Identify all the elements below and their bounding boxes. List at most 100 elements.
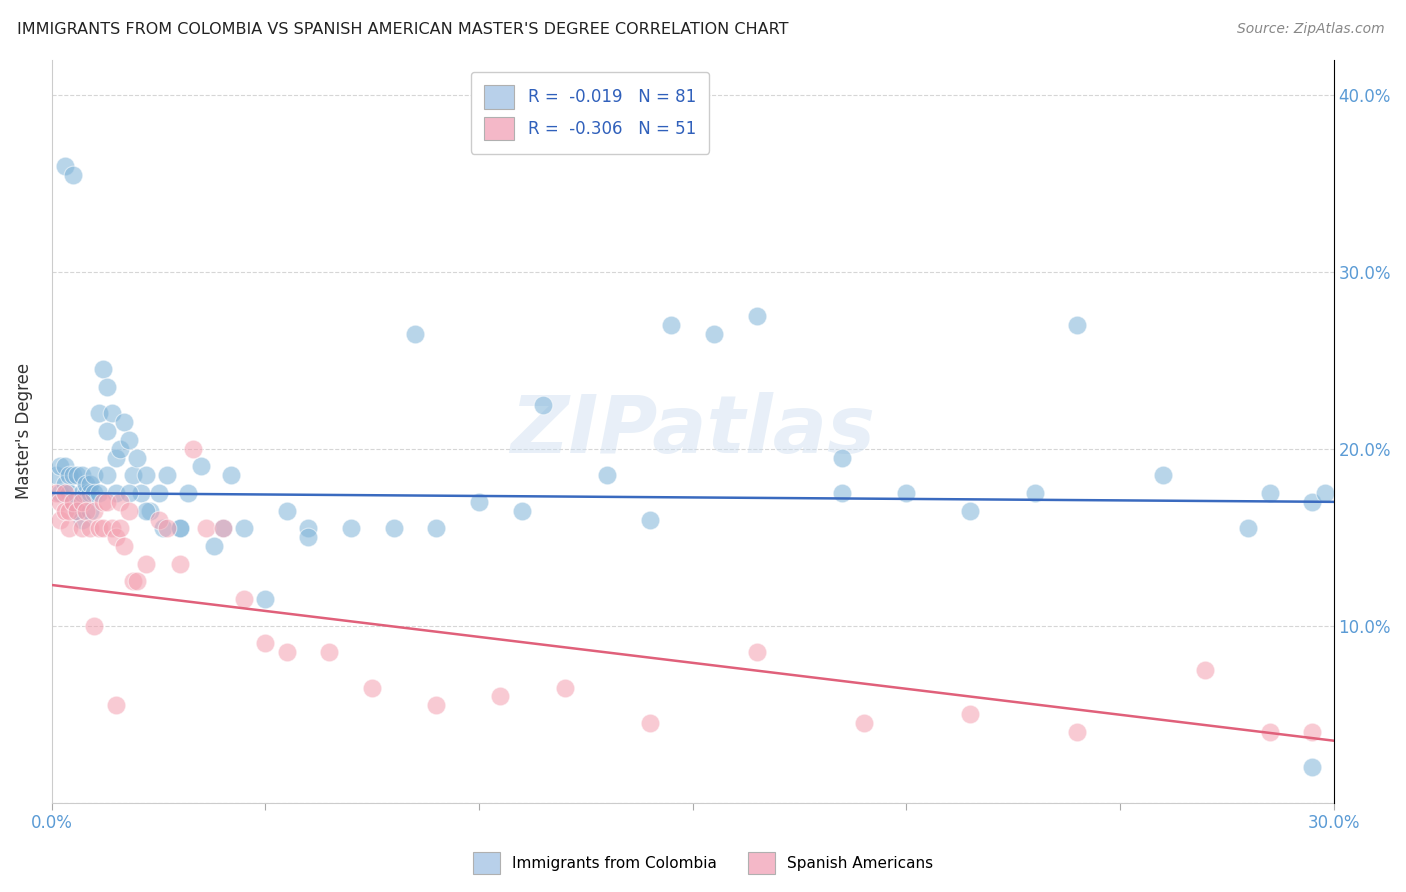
- Point: [254, 636, 277, 650]
- Point: [53, 159, 76, 173]
- Point: [959, 707, 981, 722]
- Point: [62, 468, 84, 483]
- Point: [703, 326, 725, 341]
- Point: [66, 468, 89, 483]
- Point: [100, 406, 122, 420]
- Point: [104, 530, 127, 544]
- Point: [233, 521, 256, 535]
- Y-axis label: Master's Degree: Master's Degree: [15, 363, 32, 500]
- Point: [45, 486, 67, 500]
- Point: [75, 477, 97, 491]
- Point: [96, 468, 118, 483]
- Point: [83, 468, 105, 483]
- Point: [276, 504, 298, 518]
- Point: [211, 521, 233, 535]
- Point: [62, 495, 84, 509]
- Point: [79, 504, 101, 518]
- Text: ZIPatlas: ZIPatlas: [510, 392, 875, 470]
- Point: [87, 486, 110, 500]
- Point: [104, 450, 127, 465]
- Point: [1152, 468, 1174, 483]
- Point: [831, 486, 853, 500]
- Point: [66, 504, 89, 518]
- Point: [53, 459, 76, 474]
- Point: [531, 398, 554, 412]
- Point: [959, 504, 981, 518]
- Point: [169, 521, 191, 535]
- Point: [135, 468, 157, 483]
- Point: [1066, 318, 1088, 332]
- Point: [340, 521, 363, 535]
- Point: [1258, 486, 1281, 500]
- Point: [1258, 724, 1281, 739]
- Point: [297, 530, 319, 544]
- Point: [852, 716, 875, 731]
- Point: [83, 504, 105, 518]
- Legend: R =  -0.019   N = 81, R =  -0.306   N = 51: R = -0.019 N = 81, R = -0.306 N = 51: [471, 71, 709, 153]
- Point: [122, 468, 145, 483]
- Point: [70, 468, 93, 483]
- Point: [1301, 495, 1323, 509]
- Point: [108, 521, 131, 535]
- Point: [100, 521, 122, 535]
- Point: [202, 539, 225, 553]
- Point: [49, 512, 72, 526]
- Point: [425, 698, 447, 713]
- Point: [1237, 521, 1260, 535]
- Point: [596, 468, 619, 483]
- Text: Source: ZipAtlas.com: Source: ZipAtlas.com: [1237, 22, 1385, 37]
- Point: [276, 645, 298, 659]
- Point: [127, 450, 149, 465]
- Point: [233, 592, 256, 607]
- Point: [169, 557, 191, 571]
- Point: [58, 486, 80, 500]
- Point: [148, 512, 170, 526]
- Point: [831, 450, 853, 465]
- Point: [62, 168, 84, 182]
- Point: [118, 486, 141, 500]
- Point: [1313, 486, 1336, 500]
- Point: [49, 486, 72, 500]
- Point: [53, 477, 76, 491]
- Point: [108, 442, 131, 456]
- Point: [404, 326, 426, 341]
- Point: [190, 459, 212, 474]
- Point: [382, 521, 405, 535]
- Point: [79, 477, 101, 491]
- Point: [66, 504, 89, 518]
- Point: [1066, 724, 1088, 739]
- Point: [156, 521, 179, 535]
- Point: [75, 486, 97, 500]
- Point: [1301, 760, 1323, 774]
- Point: [127, 574, 149, 589]
- Point: [70, 521, 93, 535]
- Point: [79, 486, 101, 500]
- Point: [104, 698, 127, 713]
- Point: [70, 495, 93, 509]
- Point: [361, 681, 384, 695]
- Point: [87, 406, 110, 420]
- Point: [638, 512, 661, 526]
- Point: [553, 681, 575, 695]
- Point: [91, 495, 114, 509]
- Point: [45, 468, 67, 483]
- Point: [152, 521, 174, 535]
- Point: [118, 433, 141, 447]
- Point: [53, 504, 76, 518]
- Point: [91, 362, 114, 376]
- Point: [83, 486, 105, 500]
- Point: [135, 504, 157, 518]
- Point: [659, 318, 682, 332]
- Point: [75, 504, 97, 518]
- Point: [148, 486, 170, 500]
- Point: [297, 521, 319, 535]
- Point: [62, 495, 84, 509]
- Point: [1301, 724, 1323, 739]
- Point: [118, 504, 141, 518]
- Point: [49, 459, 72, 474]
- Point: [177, 486, 200, 500]
- Point: [468, 495, 491, 509]
- Point: [122, 574, 145, 589]
- Point: [79, 521, 101, 535]
- Point: [96, 495, 118, 509]
